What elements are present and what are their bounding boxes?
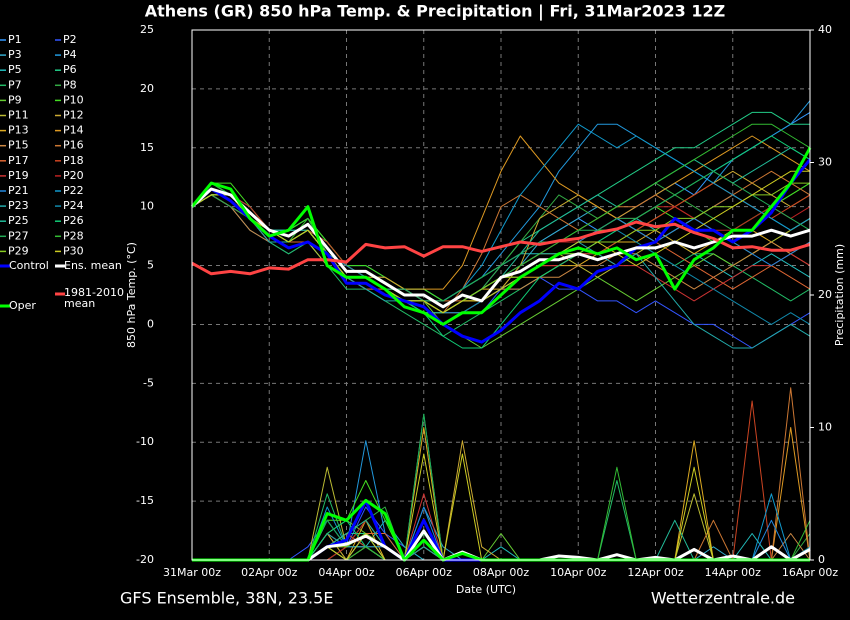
legend-label: P17 xyxy=(8,154,29,167)
legend-label: P1 xyxy=(8,33,22,46)
legend-label: Oper xyxy=(9,299,36,312)
legend-label: P30 xyxy=(63,244,84,257)
legend-label: P29 xyxy=(8,244,29,257)
legend-label: P3 xyxy=(8,48,22,61)
legend-label: P19 xyxy=(8,169,29,182)
legend-label: P25 xyxy=(8,214,29,227)
legend-label: P22 xyxy=(63,184,84,197)
y2-axis-label: Precipitation (mm) xyxy=(833,244,846,346)
x-tick-label: 08Apr 00z xyxy=(473,566,530,579)
y-tick-label: 10 xyxy=(140,200,154,213)
legend-label: P14 xyxy=(63,124,84,137)
x-tick-label: 10Apr 00z xyxy=(550,566,607,579)
footer-site: Wetterzentrale.de xyxy=(651,589,795,608)
chart-title: Athens (GR) 850 hPa Temp. & Precipitatio… xyxy=(145,2,725,22)
x-tick-label: 02Apr 00z xyxy=(241,566,298,579)
legend-label: P13 xyxy=(8,124,29,137)
y-tick-label: -5 xyxy=(143,376,154,389)
y-tick-label: -10 xyxy=(136,435,154,448)
legend-label: P2 xyxy=(63,33,77,46)
temperature-line xyxy=(190,147,812,326)
x-tick-label: 14Apr 00z xyxy=(705,566,762,579)
temperature-line xyxy=(190,158,812,344)
legend-label: P24 xyxy=(63,199,84,212)
legend-label: P11 xyxy=(8,109,29,122)
legend-label: P16 xyxy=(63,139,84,152)
legend-label: P12 xyxy=(63,109,84,122)
legend-label: P15 xyxy=(8,139,29,152)
y-tick-label: 0 xyxy=(147,317,154,330)
y2-tick-label: 0 xyxy=(818,553,825,566)
y2-tick-label: 40 xyxy=(818,23,832,36)
temperature-line xyxy=(191,220,811,276)
y2-tick-label: 30 xyxy=(818,156,832,169)
legend-label: P6 xyxy=(63,63,77,76)
legend-label: P23 xyxy=(8,199,29,212)
temperature-line xyxy=(191,170,810,314)
x-axis-label: Date (UTC) xyxy=(456,583,516,596)
y2-tick-label: 20 xyxy=(818,288,832,301)
legend-label: P28 xyxy=(63,229,84,242)
x-tick-label: 16Apr 00z xyxy=(782,566,839,579)
x-tick-label: 12Apr 00z xyxy=(627,566,684,579)
legend-label: P27 xyxy=(8,229,29,242)
y-tick-label: 20 xyxy=(140,82,154,95)
legend-label: P21 xyxy=(8,184,29,197)
legend-label: P26 xyxy=(63,214,84,227)
legend-label: P10 xyxy=(63,93,84,106)
y-tick-label: 25 xyxy=(140,23,154,36)
y-tick-label: -15 xyxy=(136,494,154,507)
legend-label: Ens. mean xyxy=(64,259,122,272)
legend-wrap: 1981-2010 mean xyxy=(64,287,124,310)
legend-label: P4 xyxy=(63,48,77,61)
legend-label: P9 xyxy=(8,93,22,106)
legend-label: P7 xyxy=(8,78,22,91)
legend-label: P8 xyxy=(63,78,77,91)
x-tick-label: 04Apr 00z xyxy=(318,566,375,579)
y2-tick-label: 10 xyxy=(818,421,832,434)
footer-source: GFS Ensemble, 38N, 23.5E xyxy=(120,589,333,608)
x-tick-label: 31Mar 00z xyxy=(163,566,221,579)
legend-label: P18 xyxy=(63,154,84,167)
y-tick-label: -20 xyxy=(136,553,154,566)
temperature-line xyxy=(191,194,811,337)
legend-label: P5 xyxy=(8,63,22,76)
x-tick-label: 06Apr 00z xyxy=(396,566,453,579)
y-tick-label: 5 xyxy=(147,259,154,272)
legend-label: Control xyxy=(9,259,49,272)
temperature-line xyxy=(190,187,811,309)
legend-label: P20 xyxy=(63,169,84,182)
y-axis-label: 850 hPa Temp. (°C) xyxy=(125,242,138,348)
legend-label: 1981-2010 mean xyxy=(64,287,124,310)
y-tick-label: 15 xyxy=(140,141,154,154)
